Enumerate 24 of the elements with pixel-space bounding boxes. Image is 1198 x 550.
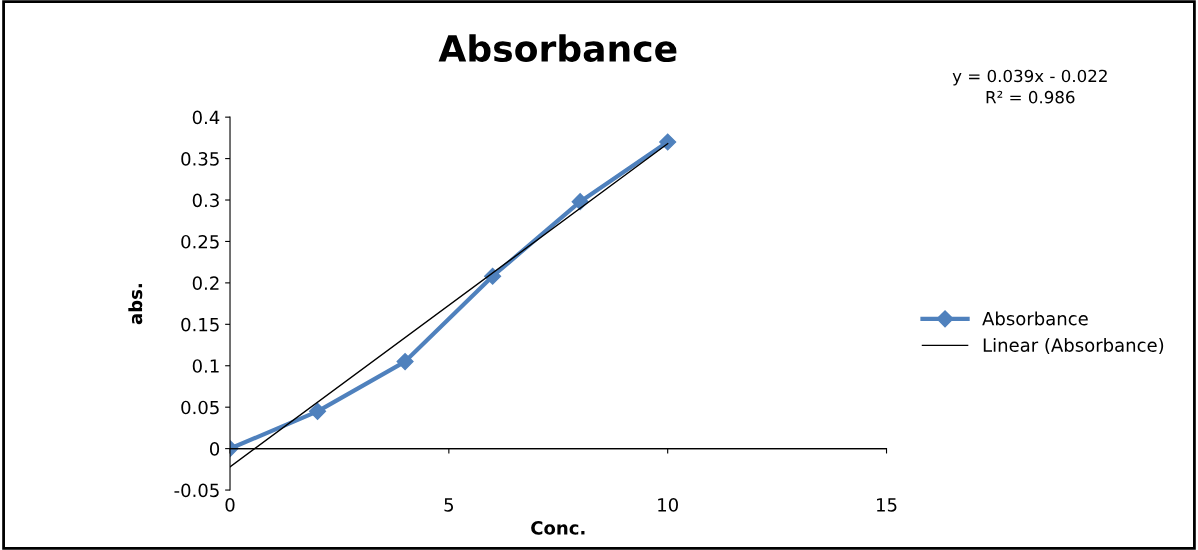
y-tick-label: 0.3 bbox=[192, 193, 219, 208]
point bbox=[571, 193, 589, 211]
y-axis-title: abs. bbox=[128, 284, 143, 325]
text: y = 0.039x - 0.022 R² = 0.986 bbox=[952, 69, 1107, 104]
y-tick-label: 0.4 bbox=[192, 110, 220, 125]
y-tick-label: 0.35 bbox=[181, 152, 219, 166]
point bbox=[396, 353, 414, 371]
chart-title: Absorbance bbox=[438, 34, 677, 63]
y-tick-label: -0.05 bbox=[174, 483, 219, 498]
legend-label: Linear (Absorbance) bbox=[983, 337, 1164, 355]
x-tick-label: 15 bbox=[877, 498, 897, 512]
legend-label: Absorbance bbox=[982, 311, 1088, 326]
y-tick-label: 0.25 bbox=[181, 234, 219, 249]
y-tick-label: 0.2 bbox=[192, 276, 219, 290]
y-tick-label: 0 bbox=[210, 442, 220, 456]
x-axis-title: Conc. bbox=[531, 521, 585, 535]
y-tick-label: 0.1 bbox=[192, 359, 219, 373]
x-tick-label: 10 bbox=[658, 498, 678, 512]
x-tick-label: 0 bbox=[225, 498, 235, 512]
x-tick-label: 5 bbox=[444, 498, 454, 512]
point bbox=[659, 133, 677, 151]
y-tick-label: 0.15 bbox=[181, 317, 219, 332]
point bbox=[308, 402, 327, 420]
y-tick-label: 0.05 bbox=[181, 400, 219, 415]
